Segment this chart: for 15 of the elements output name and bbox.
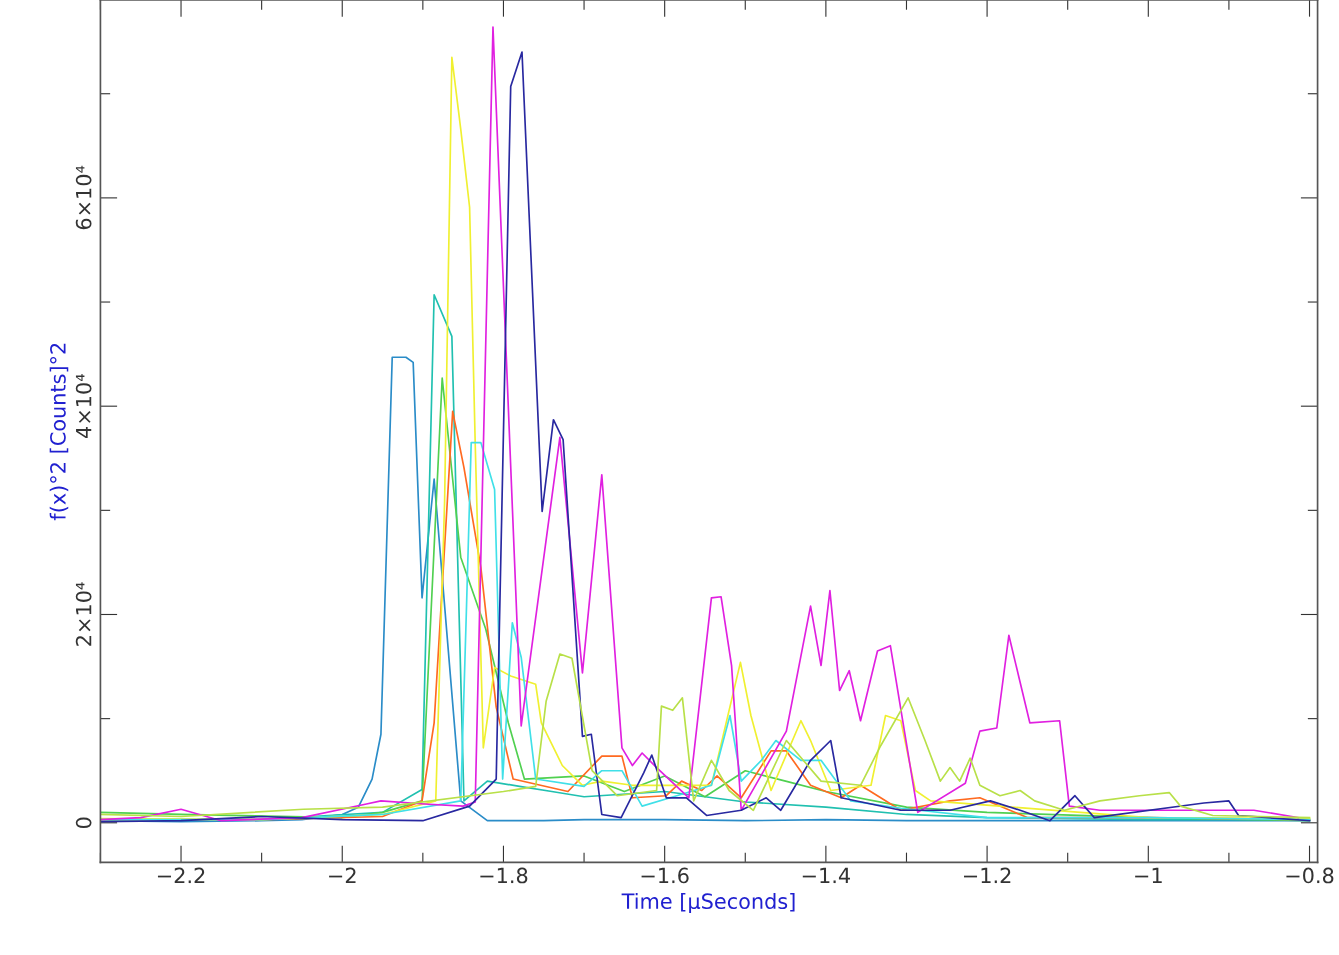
x-tick-label: −1.8 <box>480 867 528 884</box>
line-series <box>100 653 1311 819</box>
y-tick-label: 6×10⁴ <box>75 165 92 230</box>
y-tick-label: 4×10⁴ <box>75 374 92 438</box>
y-tick-label: 0 <box>75 817 92 829</box>
x-tick-label: −1.2 <box>964 867 1011 884</box>
x-axis-title: Time [μSeconds] <box>621 892 795 914</box>
x-tick-label: −0.8 <box>1286 867 1334 884</box>
x-tick-label: −2.2 <box>157 867 205 884</box>
y-tick-label: 2×10⁴ <box>75 582 92 646</box>
x-tick-label: −1 <box>1135 867 1162 884</box>
y-axis-title: f(x)°2 [Counts]°2 <box>49 343 69 521</box>
x-tick-label: −2 <box>329 867 356 884</box>
x-tick-label: −1.4 <box>802 867 850 884</box>
x-tick-label: −1.6 <box>641 867 689 884</box>
